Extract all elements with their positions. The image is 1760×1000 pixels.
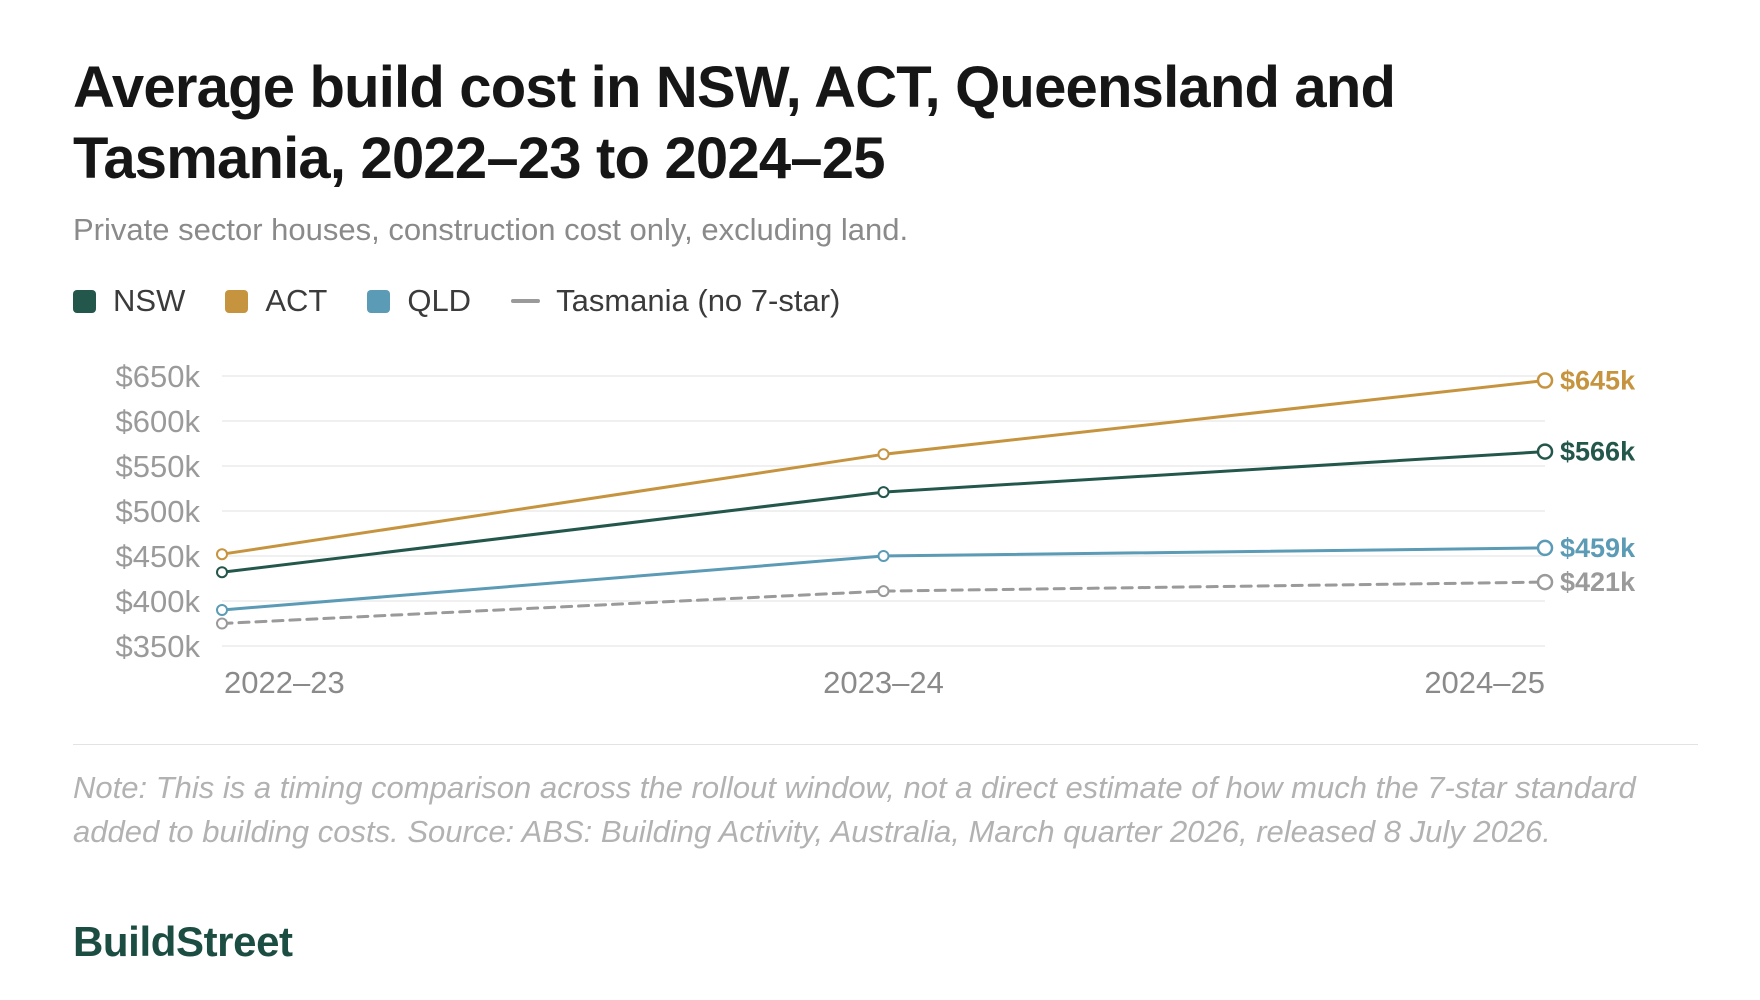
end-label-nsw: $566k: [1560, 437, 1636, 467]
x-axis-tick-labels: 2022–23 2023–24 2024–25: [224, 665, 1545, 700]
chart-legend: NSW ACT QLD Tasmania (no 7-star): [73, 279, 880, 323]
data-point-nsw: [1536, 443, 1554, 460]
legend-label-nsw: NSW: [113, 283, 186, 318]
x-tick-label: 2024–25: [1424, 665, 1545, 700]
legend-swatch-nsw: [73, 289, 96, 313]
line-chart: $650k $600k $550k $500k $450k $400k $350k 2022…: [116, 359, 1637, 700]
chart-subtitle: Private sector houses, construction cost…: [73, 212, 909, 247]
data-point-tasmania-no-7-star: [1536, 573, 1554, 591]
data-point-act: [1536, 372, 1554, 389]
data-point-act: [877, 448, 890, 461]
end-label-qld: $459k: [1560, 533, 1636, 563]
series-line-act: [220, 379, 1547, 556]
brand-logo: BuildStreet: [73, 918, 293, 965]
y-tick-label: $650k: [116, 359, 201, 394]
y-tick-label: $450k: [116, 539, 201, 574]
chart-title: Average build cost in NSW, ACT, Queensla…: [73, 55, 1396, 191]
legend-label-tasmania: Tasmania (no 7-star): [556, 283, 841, 318]
data-point-nsw: [877, 486, 890, 499]
data-point-act: [216, 548, 228, 561]
y-tick-label: $600k: [116, 404, 201, 439]
legend-item-qld: QLD: [367, 283, 471, 319]
series-points: [216, 372, 1554, 630]
footer-divider: [73, 744, 1698, 745]
data-point-tasmania-no-7-star: [216, 617, 228, 630]
legend-swatch-qld: [367, 289, 391, 313]
y-tick-label: $500k: [116, 494, 201, 529]
data-point-qld: [216, 604, 228, 616]
data-point-tasmania-no-7-star: [877, 585, 890, 598]
x-tick-label: 2023–24: [823, 665, 944, 700]
legend-label-act: ACT: [265, 283, 328, 318]
y-axis-tick-labels: $650k $600k $550k $500k $450k $400k $350k: [116, 359, 201, 664]
legend-item-act: ACT: [225, 283, 327, 319]
data-point-qld: [1536, 539, 1554, 557]
y-tick-label: $350k: [116, 629, 201, 664]
source-note: Note: This is a timing comparison across…: [73, 770, 1636, 849]
legend-item-tasmania: Tasmania (no 7-star): [511, 283, 840, 319]
legend-label-qld: QLD: [407, 283, 472, 318]
x-tick-label: 2022–23: [224, 665, 345, 700]
end-label-act: $645k: [1560, 366, 1636, 396]
legend-swatch-tasmania: [511, 299, 541, 303]
legend-item-nsw: NSW: [73, 283, 185, 319]
end-value-labels: $645k $566k $459k $421k: [1560, 366, 1636, 598]
legend-swatch-act: [225, 289, 249, 313]
end-label-tasmania-no-7-star: $421k: [1560, 567, 1636, 597]
y-tick-label: $400k: [116, 584, 201, 619]
data-point-qld: [877, 550, 890, 562]
gridlines: [222, 375, 1545, 647]
y-tick-label: $550k: [116, 449, 201, 484]
data-point-nsw: [216, 566, 228, 579]
